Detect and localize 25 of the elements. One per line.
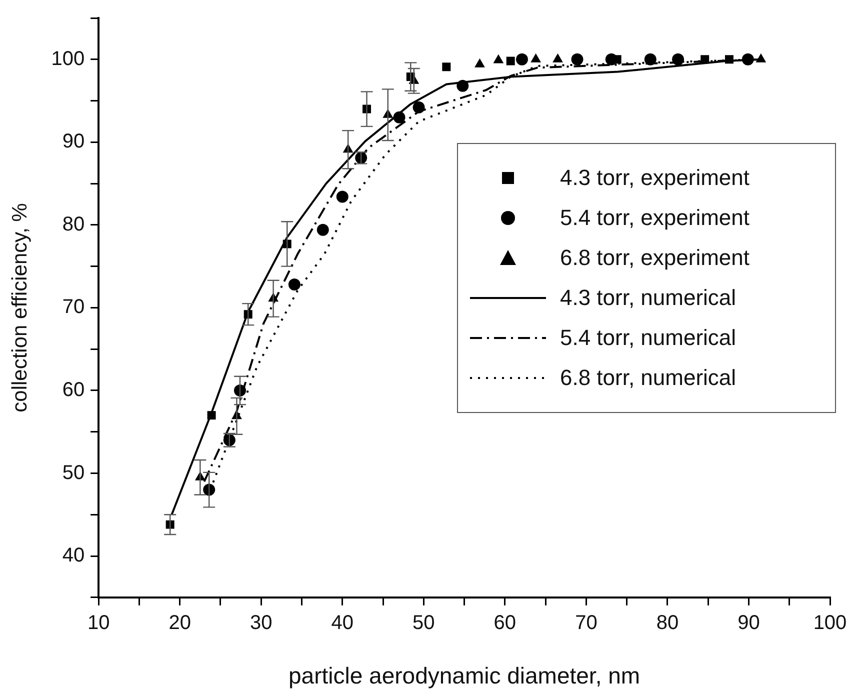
x-axis-title: particle aerodynamic diameter, nm: [288, 662, 640, 689]
y-axis-title: collection efficiency, %: [8, 203, 32, 412]
legend-label: 5.4 torr, experiment: [560, 204, 750, 231]
x-tick-label: 10: [87, 612, 110, 634]
y-tick-label: 50: [62, 462, 85, 484]
x-tick-label: 90: [738, 612, 760, 634]
legend-label: 4.3 torr, numerical: [560, 284, 736, 311]
x-tick-label: 30: [250, 612, 272, 634]
x-tick-label: 20: [168, 612, 191, 634]
x-tick-label: 50: [412, 612, 435, 634]
legend-label: 6.8 torr, numerical: [560, 364, 736, 391]
legend-label: 5.4 torr, numerical: [560, 324, 736, 351]
x-tick-label: 70: [575, 612, 598, 634]
y-tick-label: 100: [51, 48, 85, 70]
x-tick-label: 80: [656, 612, 679, 634]
y-tick-label: 40: [62, 544, 85, 567]
y-tick-label: 60: [62, 378, 85, 401]
y-tick-label: 80: [62, 213, 85, 236]
x-tick-label: 100: [813, 612, 847, 634]
legend-label: 4.3 torr, experiment: [560, 164, 750, 191]
x-tick-label: 40: [331, 612, 354, 634]
legend-label: 6.8 torr, experiment: [560, 244, 750, 271]
y-tick-label: 70: [62, 296, 85, 318]
x-tick-label: 60: [494, 612, 516, 634]
y-tick-label: 90: [62, 130, 85, 153]
